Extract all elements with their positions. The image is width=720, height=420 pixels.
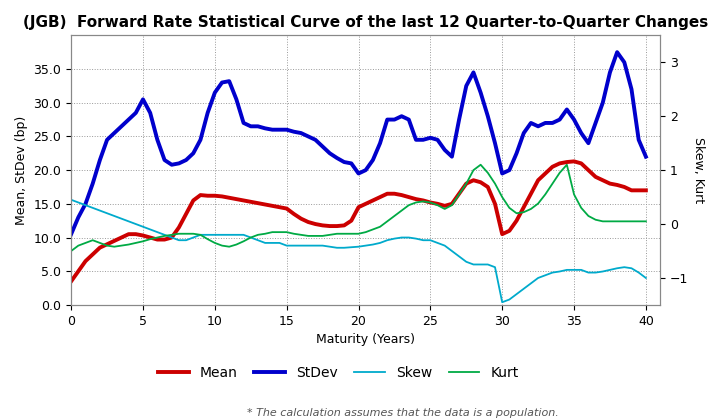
Line: Mean: Mean [71, 161, 646, 281]
StDev [562, 107, 571, 112]
Skew [67, 197, 76, 202]
StDev [613, 50, 621, 55]
X-axis label: Maturity (Years): Maturity (Years) [316, 333, 415, 346]
Mean [570, 159, 578, 164]
Skew [642, 276, 650, 281]
Skew [498, 300, 506, 305]
Skew [541, 273, 549, 278]
Mean [491, 201, 500, 206]
Skew [491, 265, 500, 270]
Mean [67, 279, 76, 284]
StDev [642, 154, 650, 159]
StDev [383, 117, 392, 122]
Mean [534, 178, 542, 183]
StDev [584, 141, 593, 146]
Mean [591, 174, 600, 179]
Title: (JGB)  Forward Rate Statistical Curve of the last 12 Quarter-to-Quarter Changes: (JGB) Forward Rate Statistical Curve of … [23, 15, 708, 30]
Line: StDev: StDev [71, 52, 646, 234]
Line: Kurt: Kurt [71, 165, 646, 251]
Kurt [383, 219, 392, 224]
Kurt [541, 192, 549, 197]
Mean [383, 191, 392, 196]
Line: Skew: Skew [71, 200, 646, 302]
Mean [426, 200, 435, 205]
Skew [383, 238, 392, 243]
Text: * The calculation assumes that the data is a population.: * The calculation assumes that the data … [248, 408, 559, 418]
Kurt [477, 162, 485, 167]
Legend: Mean, StDev, Skew, Kurt: Mean, StDev, Skew, Kurt [153, 361, 524, 386]
Kurt [570, 192, 578, 197]
Kurt [498, 194, 506, 200]
Kurt [426, 200, 435, 205]
Y-axis label: Mean, StDev (bp): Mean, StDev (bp) [15, 116, 28, 225]
Mean [562, 160, 571, 165]
StDev [67, 232, 76, 237]
StDev [534, 124, 542, 129]
Skew [426, 238, 435, 243]
Skew [591, 270, 600, 275]
Kurt [591, 217, 600, 222]
Kurt [642, 219, 650, 224]
Y-axis label: Skew, Kurt: Skew, Kurt [692, 137, 705, 203]
Skew [570, 268, 578, 273]
StDev [491, 141, 500, 146]
StDev [426, 135, 435, 140]
Kurt [67, 249, 76, 254]
Mean [642, 188, 650, 193]
